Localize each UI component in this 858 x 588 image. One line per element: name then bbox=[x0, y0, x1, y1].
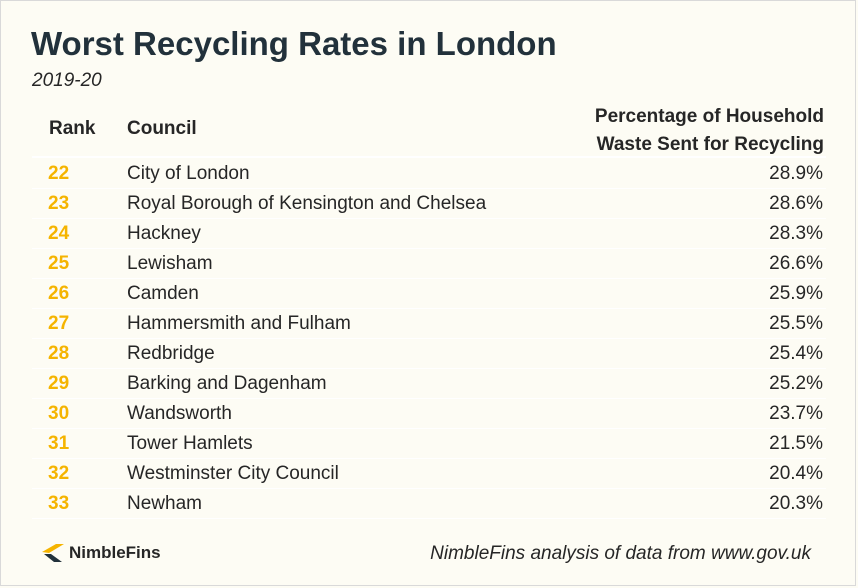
council-cell: Camden bbox=[127, 283, 199, 304]
table-row: 23 Royal Borough of Kensington and Chelse… bbox=[32, 189, 826, 219]
table-row: 29 Barking and Dagenham 25.2% bbox=[32, 369, 826, 399]
council-cell: Royal Borough of Kensington and Chelsea bbox=[127, 193, 487, 214]
rank-cell: 23 bbox=[48, 193, 70, 214]
rank-cell: 28 bbox=[48, 343, 70, 364]
rank-cell: 26 bbox=[48, 283, 70, 304]
council-cell: Westminster City Council bbox=[127, 463, 339, 484]
table-row: 22 City of London 28.9% bbox=[32, 159, 826, 189]
table-body: 22 City of London 28.9% 23 Royal Borough of … bbox=[32, 159, 826, 519]
table-row: 31 Tower Hamlets 21.5% bbox=[32, 429, 826, 459]
council-cell: Lewisham bbox=[127, 253, 213, 274]
percentage-cell: 20.3% bbox=[769, 493, 823, 514]
table-row: 28 Redbridge 25.4% bbox=[32, 339, 826, 369]
percentage-cell: 25.5% bbox=[769, 313, 823, 334]
rank-cell: 32 bbox=[48, 463, 70, 484]
brand-name: NimbleFins bbox=[69, 543, 161, 562]
table-row: 30 Wandsworth 23.7% bbox=[32, 399, 826, 429]
council-cell: Newham bbox=[127, 493, 202, 514]
council-cell: Redbridge bbox=[127, 343, 215, 364]
table-row: 33 Newham 20.3% bbox=[32, 489, 826, 519]
column-header-council: Council bbox=[127, 118, 197, 139]
column-header-percentage: Percentage of Household Waste Sent for R… bbox=[595, 103, 824, 159]
source-note: NimbleFins analysis of data from www.gov… bbox=[430, 543, 811, 564]
percentage-cell: 25.2% bbox=[769, 373, 823, 394]
percentage-cell: 21.5% bbox=[769, 433, 823, 454]
column-header-rank: Rank bbox=[49, 118, 96, 139]
percentage-cell: 28.3% bbox=[769, 223, 823, 244]
column-header-percentage-line1: Percentage of Household bbox=[594, 106, 824, 127]
rank-cell: 30 bbox=[48, 403, 70, 424]
percentage-cell: 28.9% bbox=[769, 163, 823, 184]
rank-cell: 25 bbox=[48, 253, 70, 274]
rank-cell: 22 bbox=[48, 163, 70, 184]
rank-cell: 33 bbox=[48, 493, 70, 514]
council-cell: Barking and Dagenham bbox=[127, 373, 327, 394]
table-row: 24 Hackney 28.3% bbox=[32, 219, 826, 249]
chart-subtitle: 2019-20 bbox=[32, 70, 102, 91]
nimblefins-logo-icon bbox=[42, 544, 64, 562]
chart-title: Worst Recycling Rates in London bbox=[31, 25, 557, 62]
table-row: 25 Lewisham 26.6% bbox=[32, 249, 826, 279]
council-cell: Tower Hamlets bbox=[127, 433, 253, 454]
percentage-cell: 23.7% bbox=[769, 403, 823, 424]
column-header-percentage-line2: Waste Sent for Recycling bbox=[596, 134, 824, 155]
rank-cell: 31 bbox=[48, 433, 70, 454]
rank-cell: 24 bbox=[48, 223, 70, 244]
council-cell: Hammersmith and Fulham bbox=[127, 313, 351, 334]
rank-cell: 27 bbox=[48, 313, 70, 334]
percentage-cell: 20.4% bbox=[769, 463, 823, 484]
percentage-cell: 28.6% bbox=[769, 193, 823, 214]
table-row: 26 Camden 25.9% bbox=[32, 279, 826, 309]
brand-logo: NimbleFins bbox=[42, 541, 161, 565]
rank-cell: 29 bbox=[48, 373, 70, 394]
table-row: 32 Westminster City Council 20.4% bbox=[32, 459, 826, 489]
percentage-cell: 25.4% bbox=[769, 343, 823, 364]
council-cell: Hackney bbox=[127, 223, 201, 244]
table-row: 27 Hammersmith and Fulham 25.5% bbox=[32, 309, 826, 339]
header-divider bbox=[32, 156, 826, 158]
council-cell: Wandsworth bbox=[127, 403, 232, 424]
percentage-cell: 25.9% bbox=[769, 283, 823, 304]
percentage-cell: 26.6% bbox=[769, 253, 823, 274]
council-cell: City of London bbox=[127, 163, 250, 184]
